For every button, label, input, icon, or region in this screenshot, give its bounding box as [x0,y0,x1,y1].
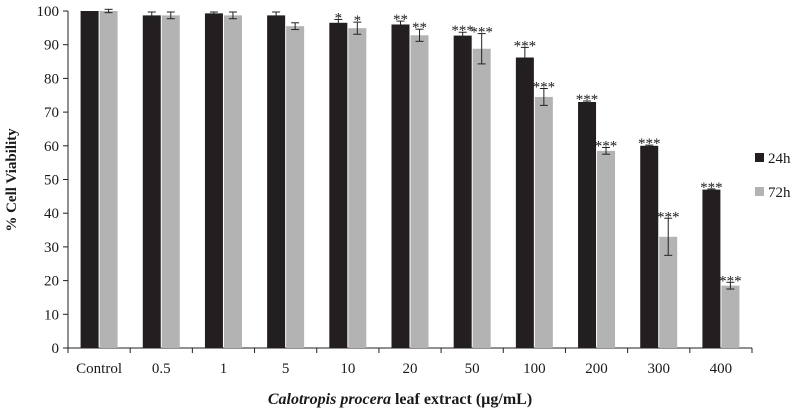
y-tick-label: 40 [44,206,59,222]
bar-72h-Control [99,11,118,348]
bar-24h-20 [391,24,410,348]
significance-label: *** [700,180,723,196]
x-axis: Control 0.5 1 5 10 20 50 100 200 300 400 [67,347,753,377]
x-tick-label: 50 [465,361,480,377]
y-tick-label: 0 [52,341,60,357]
legend: 24h 72h [755,151,791,201]
y-tick-label: 50 [44,173,59,189]
y-tick-label: 60 [44,139,59,155]
x-tick-label: 300 [647,361,670,377]
legend-swatch-72h [755,187,764,196]
bar-24h-400 [702,189,721,348]
bars [80,11,740,349]
significance-label: *** [533,80,556,96]
x-axis-title: Calotropis procera leaf extract (µg/mL) [268,391,532,408]
significance-label: *** [595,138,618,154]
bar-72h-20 [410,35,429,348]
bar-24h-5 [267,15,286,348]
x-tick-label: 0.5 [152,361,171,377]
x-tick-label: 100 [523,361,546,377]
bar-24h-200 [578,101,597,349]
significance-labels: * ****************** ** *************** [335,10,742,289]
significance-label: *** [470,25,493,41]
significance-label: *** [638,136,661,152]
x-tick-label: 1 [220,361,228,377]
y-tick-label: 70 [44,105,59,121]
significance-label: *** [451,23,474,39]
bar-72h-0.5 [161,15,180,348]
bar-24h-300 [640,145,659,348]
bar-72h-10 [348,28,367,348]
bar-24h-Control [80,11,99,348]
bar-24h-10 [329,22,348,348]
y-tick-label: 20 [44,274,59,290]
significance-label: *** [576,92,599,108]
y-tick-label: 100 [37,4,60,20]
x-axis-title-rest: leaf extract (µg/mL) [391,391,532,408]
x-axis-title-species: Calotropis procera [268,391,391,408]
x-tick-label: 5 [282,361,290,377]
significance-label: *** [514,38,537,54]
error-bars [104,8,735,290]
y-tick-label: 80 [44,71,59,87]
significance-label: * [354,13,362,29]
legend-swatch-24h [755,153,764,162]
bar-72h-100 [534,96,553,348]
bar-24h-1 [204,13,223,348]
y-axis-title: % Cell Viability [4,128,20,232]
bar-72h-1 [223,15,242,348]
significance-label: ** [393,12,408,28]
significance-label: * [335,10,343,26]
bar-72h-300 [659,236,678,348]
significance-label: *** [719,273,742,289]
significance-label: *** [657,209,680,225]
x-tick-label: 400 [710,361,733,377]
x-tick-label: 20 [403,361,418,377]
bar-24h-100 [515,57,534,348]
y-tick-label: 90 [44,38,59,54]
y-tick-label: 30 [44,240,59,256]
y-axis: 0 10 20 30 40 50 60 70 80 90 100 [37,4,69,357]
y-tick-label: 10 [44,307,59,323]
bar-72h-50 [472,48,491,349]
bar-72h-5 [286,26,305,348]
significance-label: ** [412,20,427,36]
bar-24h-0.5 [142,15,161,348]
bar-72h-200 [597,150,616,348]
legend-label-24h: 24h [768,151,791,167]
x-tick-label: 10 [340,361,355,377]
legend-label-72h: 72h [768,185,791,201]
bar-72h-400 [721,285,740,348]
x-tick-label: 200 [585,361,608,377]
bar-24h-50 [453,35,472,348]
x-tick-label: Control [76,361,122,377]
